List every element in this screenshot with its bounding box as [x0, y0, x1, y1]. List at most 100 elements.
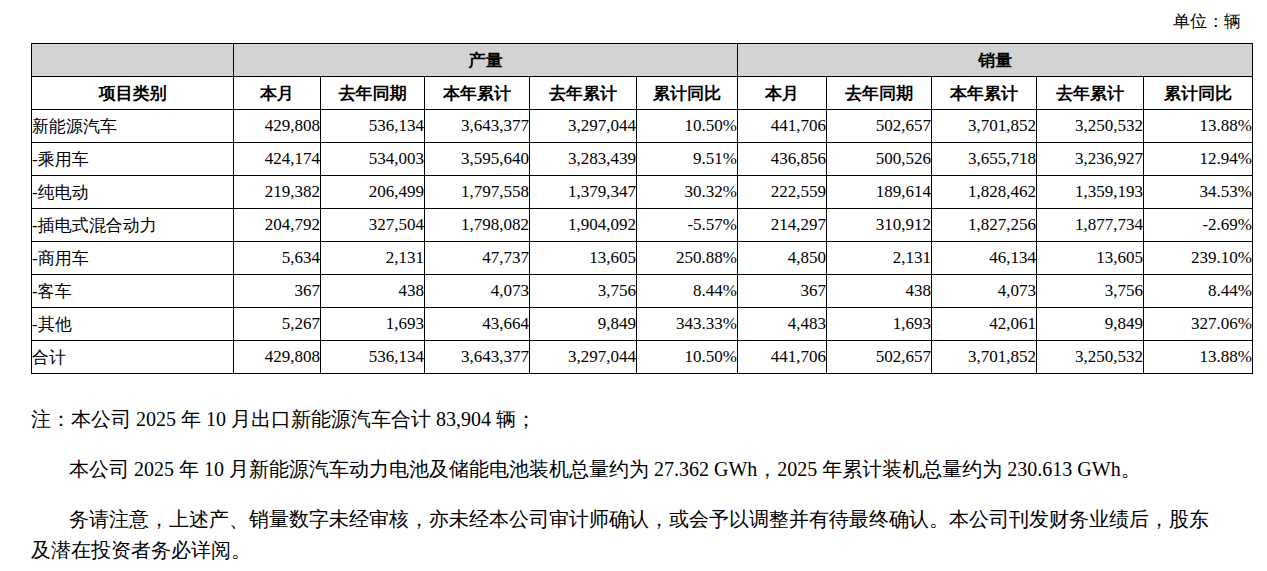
- production-last-year-period-value: 536,134: [321, 341, 425, 374]
- sales-month-value: 367: [738, 275, 827, 308]
- sales-yoy-value: 327.06%: [1144, 308, 1253, 341]
- sales-ytd-value: 3,701,852: [932, 110, 1037, 143]
- production-last-year-period-value: 206,499: [321, 176, 425, 209]
- sales-col-header-month: 本月: [738, 77, 827, 110]
- sales-last-ytd-value: 3,250,532: [1037, 110, 1144, 143]
- prod-col-header-ytd: 本年累计: [425, 77, 530, 110]
- sales-month-value: 4,850: [738, 242, 827, 275]
- production-yoy-value: 8.44%: [637, 275, 738, 308]
- production-month-value: 219,382: [234, 176, 321, 209]
- sales-month-value: 441,706: [738, 110, 827, 143]
- table-row: -其他5,2671,69343,6649,849343.33%4,4831,69…: [32, 308, 1253, 341]
- column-header-row: 项目类别 本月 去年同期 本年累计 去年累计 累计同比 本月 去年同期 本年累计…: [32, 77, 1253, 110]
- sales-yoy-value: -2.69%: [1144, 209, 1253, 242]
- production-last-ytd-value: 1,379,347: [530, 176, 637, 209]
- note-battery-capacity: 本公司 2025 年 10 月新能源汽车动力电池及储能电池装机总量约为 27.3…: [31, 454, 1221, 485]
- production-month-value: 429,808: [234, 110, 321, 143]
- prod-col-header-yoy: 累计同比: [637, 77, 738, 110]
- production-yoy-value: -5.57%: [637, 209, 738, 242]
- sales-month-value: 441,706: [738, 341, 827, 374]
- production-last-ytd-value: 13,605: [530, 242, 637, 275]
- production-month-value: 5,634: [234, 242, 321, 275]
- sales-last-ytd-value: 3,236,927: [1037, 143, 1144, 176]
- sales-last-ytd-value: 1,877,734: [1037, 209, 1144, 242]
- sales-ytd-value: 3,655,718: [932, 143, 1037, 176]
- production-last-year-period-value: 438: [321, 275, 425, 308]
- sales-month-value: 214,297: [738, 209, 827, 242]
- sales-yoy-value: 8.44%: [1144, 275, 1253, 308]
- unit-label: 单位：辆: [1173, 10, 1241, 33]
- sales-ytd-value: 42,061: [932, 308, 1037, 341]
- production-last-ytd-value: 3,283,439: [530, 143, 637, 176]
- production-ytd-value: 3,643,377: [425, 341, 530, 374]
- production-month-value: 429,808: [234, 341, 321, 374]
- category-header: 项目类别: [32, 77, 234, 110]
- sales-month-value: 222,559: [738, 176, 827, 209]
- sales-last-ytd-value: 1,359,193: [1037, 176, 1144, 209]
- sales-col-header-yoy: 累计同比: [1144, 77, 1253, 110]
- sales-last-ytd-value: 13,605: [1037, 242, 1144, 275]
- row-category: -客车: [32, 275, 234, 308]
- production-ytd-value: 3,643,377: [425, 110, 530, 143]
- row-category: -商用车: [32, 242, 234, 275]
- production-last-year-period-value: 534,003: [321, 143, 425, 176]
- production-last-year-period-value: 1,693: [321, 308, 425, 341]
- production-last-ytd-value: 3,756: [530, 275, 637, 308]
- production-month-value: 367: [234, 275, 321, 308]
- table-row: -乘用车424,174534,0033,595,6403,283,4399.51…: [32, 143, 1253, 176]
- sales-ytd-value: 1,827,256: [932, 209, 1037, 242]
- production-last-ytd-value: 3,297,044: [530, 341, 637, 374]
- table-row: -纯电动219,382206,4991,797,5581,379,34730.3…: [32, 176, 1253, 209]
- notes: 注：本公司 2025 年 10 月出口新能源汽车合计 83,904 辆； 本公司…: [31, 404, 1221, 571]
- production-group-header: 产量: [234, 44, 738, 77]
- note-disclaimer: 务请注意，上述产、销量数字未经审核，亦未经本公司审计师确认，或会予以调整并有待最…: [31, 504, 1221, 566]
- sales-last-year-period-value: 502,657: [827, 341, 932, 374]
- production-last-ytd-value: 3,297,044: [530, 110, 637, 143]
- production-last-ytd-value: 1,904,092: [530, 209, 637, 242]
- sales-ytd-value: 46,134: [932, 242, 1037, 275]
- production-ytd-value: 3,595,640: [425, 143, 530, 176]
- sales-month-value: 436,856: [738, 143, 827, 176]
- sales-last-year-period-value: 438: [827, 275, 932, 308]
- sales-ytd-value: 1,828,462: [932, 176, 1037, 209]
- row-category: -纯电动: [32, 176, 234, 209]
- sales-last-ytd-value: 9,849: [1037, 308, 1144, 341]
- sales-last-ytd-value: 3,250,532: [1037, 341, 1144, 374]
- production-ytd-value: 47,737: [425, 242, 530, 275]
- sales-col-header-ytd: 本年累计: [932, 77, 1037, 110]
- group-header-row: 产量 销量: [32, 44, 1253, 77]
- production-yoy-value: 343.33%: [637, 308, 738, 341]
- production-month-value: 424,174: [234, 143, 321, 176]
- row-category: 合计: [32, 341, 234, 374]
- prod-col-header-last-ytd: 去年累计: [530, 77, 637, 110]
- prod-col-header-last-year-period: 去年同期: [321, 77, 425, 110]
- production-last-year-period-value: 327,504: [321, 209, 425, 242]
- table-row: -客车3674384,0733,7568.44%3674384,0733,756…: [32, 275, 1253, 308]
- sales-last-year-period-value: 500,526: [827, 143, 932, 176]
- row-category: 新能源汽车: [32, 110, 234, 143]
- sales-col-header-last-year-period: 去年同期: [827, 77, 932, 110]
- production-yoy-value: 30.32%: [637, 176, 738, 209]
- note-export: 注：本公司 2025 年 10 月出口新能源汽车合计 83,904 辆；: [31, 404, 1221, 435]
- sales-last-year-period-value: 189,614: [827, 176, 932, 209]
- production-yoy-value: 250.88%: [637, 242, 738, 275]
- production-month-value: 5,267: [234, 308, 321, 341]
- table-row: -插电式混合动力204,792327,5041,798,0821,904,092…: [32, 209, 1253, 242]
- sales-last-year-period-value: 1,693: [827, 308, 932, 341]
- row-category: -其他: [32, 308, 234, 341]
- table-body: 新能源汽车429,808536,1343,643,3773,297,04410.…: [32, 110, 1253, 374]
- sales-yoy-value: 34.53%: [1144, 176, 1253, 209]
- production-last-year-period-value: 2,131: [321, 242, 425, 275]
- sales-month-value: 4,483: [738, 308, 827, 341]
- sales-ytd-value: 3,701,852: [932, 341, 1037, 374]
- prod-col-header-month: 本月: [234, 77, 321, 110]
- sales-last-year-period-value: 2,131: [827, 242, 932, 275]
- table-row: 新能源汽车429,808536,1343,643,3773,297,04410.…: [32, 110, 1253, 143]
- table-row: -商用车5,6342,13147,73713,605250.88%4,8502,…: [32, 242, 1253, 275]
- corner-cell: [32, 44, 234, 77]
- table-row: 合计429,808536,1343,643,3773,297,04410.50%…: [32, 341, 1253, 374]
- production-yoy-value: 10.50%: [637, 341, 738, 374]
- sales-yoy-value: 13.88%: [1144, 110, 1253, 143]
- row-category: -乘用车: [32, 143, 234, 176]
- production-yoy-value: 9.51%: [637, 143, 738, 176]
